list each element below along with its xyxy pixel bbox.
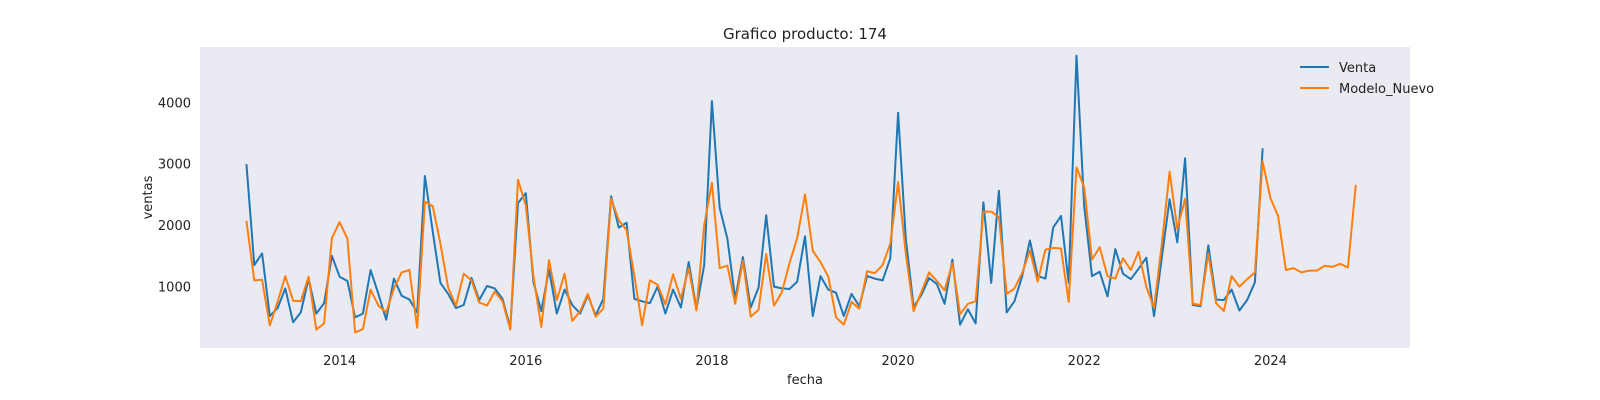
series-lines xyxy=(245,54,1357,334)
x-axis-ticks: 2014 2016 2018 2020 2022 2024 xyxy=(323,354,1287,369)
y-axis-label: ventas xyxy=(141,175,156,219)
legend-label: Venta xyxy=(1339,61,1376,76)
x-tick-label: 2022 xyxy=(1068,354,1101,369)
chart-title: Grafico producto: 174 xyxy=(723,25,887,43)
x-axis-label: fecha xyxy=(787,373,823,388)
x-tick-label: 2016 xyxy=(509,354,542,369)
x-tick-label: 2014 xyxy=(323,354,356,369)
series-line-venta xyxy=(245,54,1264,329)
y-tick-label: 2000 xyxy=(158,219,191,234)
legend: Venta Modelo_Nuevo xyxy=(1300,61,1434,97)
y-tick-label: 1000 xyxy=(158,281,191,296)
x-tick-label: 2018 xyxy=(695,354,728,369)
y-tick-label: 3000 xyxy=(158,158,191,173)
y-axis-ticks: 1000 2000 3000 4000 xyxy=(158,96,191,295)
x-tick-label: 2020 xyxy=(882,354,915,369)
x-tick-label: 2024 xyxy=(1254,354,1287,369)
legend-label: Modelo_Nuevo xyxy=(1339,82,1434,97)
y-tick-label: 4000 xyxy=(158,96,191,111)
series-line-modelo-nuevo xyxy=(245,160,1357,334)
